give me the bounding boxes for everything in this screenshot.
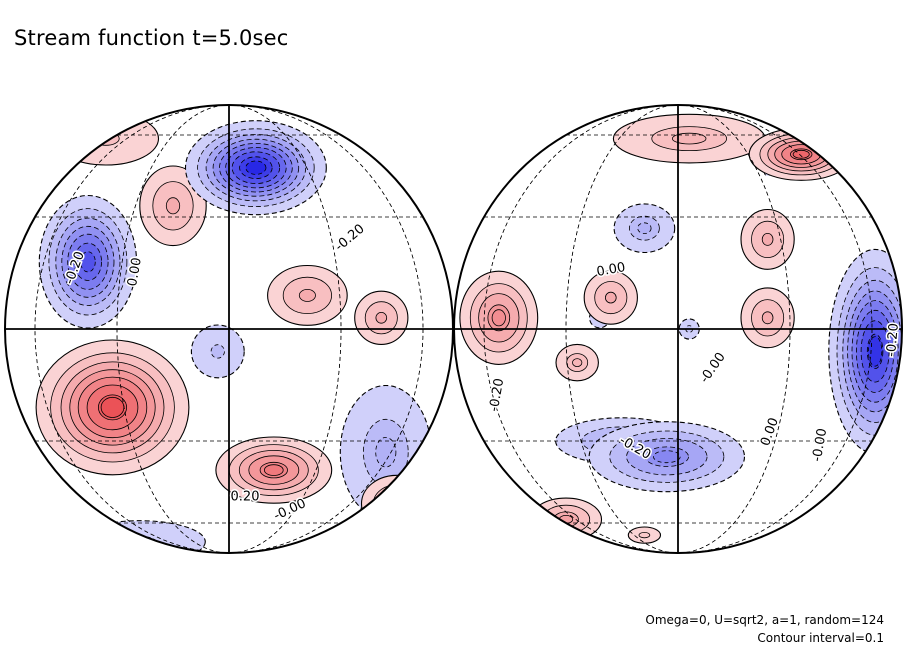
contour-peak [639,532,650,537]
contour-peak [211,345,224,358]
contour-peak [376,437,396,467]
contour-peak [246,161,266,174]
negative-feature-12 [589,422,744,492]
parameters-note: Omega=0, U=sqrt2, a=1, random=124 [645,613,884,627]
contour-peak [653,451,680,463]
contour-level-pos-2 [373,485,420,523]
contour-peak [101,397,124,417]
contour-peak [868,337,881,367]
positive-feature-5 [268,266,348,326]
positive-feature-6 [355,291,408,344]
contour-level-pos-1 [362,475,433,532]
contour-peak [92,132,119,145]
contour-label: -0.20 [884,323,902,358]
contour-peak [762,233,773,245]
contour-level-pos-1 [53,112,158,165]
negative-feature-0 [191,325,244,378]
contour-level-pos-3 [385,494,410,514]
contour-label: 0.20 [231,490,260,505]
right-hemisphere: 0.00-0.00-0.200.00 -0.00-0.20-0.20 [454,105,904,553]
positive-feature-9 [741,210,794,270]
positive-feature-13 [460,271,538,364]
positive-feature-6 [556,344,598,380]
positive-feature-8 [584,271,637,324]
contour-peak [573,359,582,367]
contour-peak [762,312,773,324]
contour-label: -0.20 [332,221,367,254]
contour-peak [166,198,179,214]
positive-feature-5 [613,114,765,163]
negative-feature-1 [73,521,205,563]
contour-peak [638,223,651,234]
contour-label: -0.00 [697,350,729,386]
left-hemisphere: -0.20 0.00-0.200.20 -0.00 [5,105,453,563]
contour-label: 0.00 [758,416,782,448]
contour-peak [605,292,616,303]
contour-peak [299,289,315,301]
contour-level-neg-1 [73,521,205,563]
positive-feature-10 [741,288,794,348]
positive-feature-3 [628,527,660,543]
positive-feature-7 [362,475,433,532]
negative-feature-11 [186,121,327,215]
contour-peak [390,498,403,509]
contour-label: -0.00 [810,427,831,463]
contour-plot: -0.20 0.00-0.200.20 -0.000.00-0.00-0.200.0… [0,0,904,654]
contour-interval-note: Contour interval=0.1 [757,631,884,645]
contour-peak [264,465,283,476]
negative-feature-3 [340,386,431,519]
contour-peak [376,312,387,323]
positive-feature-2 [53,112,158,165]
positive-feature-10 [36,340,189,475]
contour-peak [492,310,505,326]
contour-peak [793,150,809,158]
negative-feature-4 [614,204,675,253]
